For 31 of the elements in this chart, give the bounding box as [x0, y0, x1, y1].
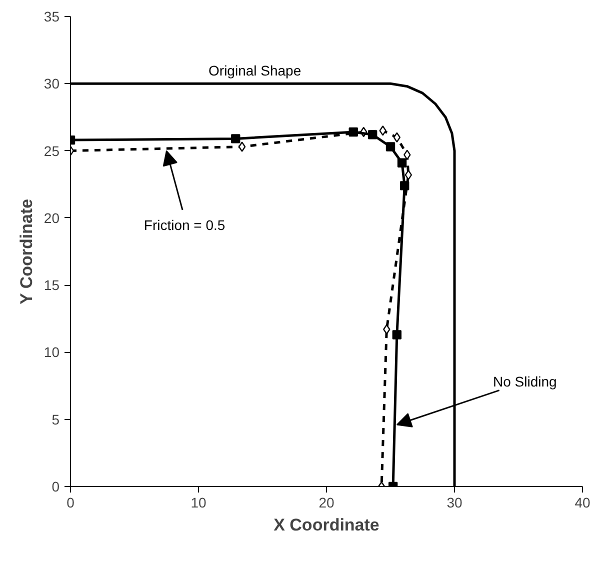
x-tick-label: 40: [574, 494, 590, 510]
annotation: No Sliding: [492, 374, 557, 390]
y-tick-label: 35: [44, 8, 60, 24]
y-tick-label: 30: [44, 76, 60, 92]
annotation: Friction = 0.5: [144, 216, 226, 233]
annotation: Original Shape: [208, 62, 302, 79]
y-axis-title: Y Coordinate: [16, 198, 36, 304]
point: [238, 142, 246, 152]
point: [392, 330, 402, 340]
point: [348, 127, 358, 137]
x-tick-label: 0: [66, 494, 75, 510]
y-tick-label: 10: [44, 344, 60, 360]
x-tick-label: 20: [318, 494, 334, 510]
point: [386, 142, 396, 152]
point: [393, 132, 400, 142]
point: [368, 130, 378, 140]
y-tick-label: 0: [52, 478, 60, 494]
y-tick-label: 5: [52, 411, 60, 428]
point: [231, 134, 240, 144]
y-tick-label: 15: [44, 277, 60, 294]
x-tick-label: 10: [190, 494, 206, 510]
point: [379, 126, 386, 136]
point: [397, 158, 407, 168]
y-tick-label: 20: [44, 210, 60, 226]
x-axis-title: X Coordinate: [274, 516, 380, 534]
y-tick-label: 25: [44, 142, 60, 159]
point: [404, 170, 412, 180]
point: [400, 181, 410, 190]
x-tick-label: 30: [446, 494, 462, 510]
point: [383, 324, 390, 334]
point: [404, 150, 411, 160]
